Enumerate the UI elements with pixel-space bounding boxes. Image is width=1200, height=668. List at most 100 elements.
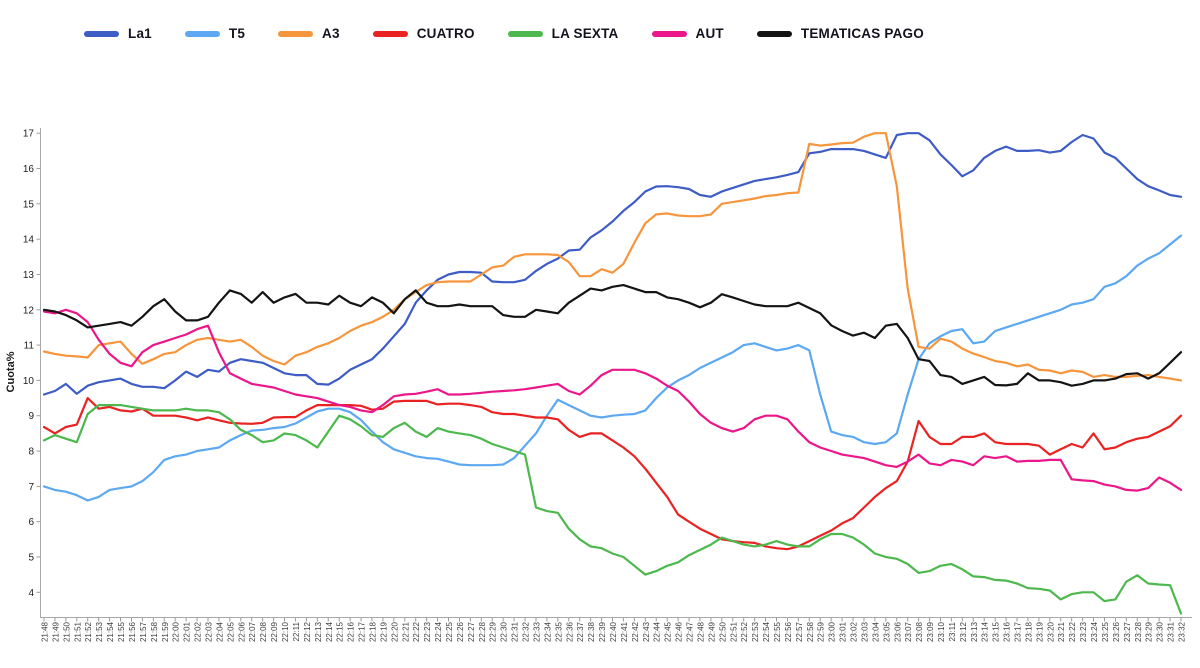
- series-line-tematicas-pago: [42, 284, 1183, 387]
- y-axis-ticks: 4 5 6 7 8 9 10 11 12 13 14 15 16 17: [23, 129, 41, 599]
- x-tick-label: 22:19: [379, 621, 388, 642]
- series-lines: [42, 132, 1183, 615]
- y-tick-label: 12: [23, 305, 35, 316]
- x-tick-label: 21:51: [73, 621, 82, 642]
- y-tick-label: 4: [28, 588, 34, 599]
- x-tick-label: 23:04: [871, 621, 880, 642]
- x-tick-label: 22:12: [303, 621, 312, 642]
- x-tick-label: 22:31: [511, 621, 520, 642]
- x-tick-label: 22:08: [259, 621, 268, 642]
- x-tick-label: 23:06: [893, 621, 902, 642]
- x-tick-label: 23:24: [1090, 621, 1099, 642]
- x-tick-label: 22:16: [347, 621, 356, 642]
- x-tick-label: 22:40: [609, 621, 618, 642]
- legend-label: A3: [322, 26, 340, 41]
- y-tick-label: 10: [23, 376, 35, 387]
- x-tick-label: 22:02: [194, 621, 203, 642]
- x-tick-label: 22:42: [631, 621, 640, 642]
- x-tick-label: 21:48: [41, 621, 50, 642]
- legend-item-la-sexta: LA SEXTA: [507, 26, 619, 41]
- x-tick-label: 22:38: [587, 621, 596, 642]
- x-tick-label: 22:21: [401, 621, 410, 642]
- y-tick-label: 9: [28, 411, 34, 422]
- legend-label: T5: [228, 26, 246, 41]
- legend-item-a3: A3: [278, 26, 340, 41]
- y-tick-label: 17: [23, 129, 35, 140]
- x-tick-label: 22:15: [336, 621, 345, 642]
- legend-item-cuatro: CUATRO: [372, 26, 475, 41]
- x-tick-label: 22:53: [751, 621, 760, 642]
- y-axis-title: Cuota%: [5, 351, 17, 392]
- x-tick-label: 23:16: [1003, 621, 1012, 642]
- legend-item-tematicas-pago: TEMATICAS PAGO: [756, 26, 924, 41]
- x-tick-label: 23:14: [981, 621, 990, 642]
- x-tick-label: 23:12: [959, 621, 968, 642]
- legend-item-aut: AUT: [651, 26, 724, 41]
- series-line-la-sexta: [42, 404, 1183, 615]
- y-tick-label: 8: [28, 447, 34, 458]
- x-tick-label: 22:06: [237, 621, 246, 642]
- x-tick-label: 22:43: [642, 621, 651, 642]
- x-tick-label: 22:00: [172, 621, 181, 642]
- legend-swatch: [651, 30, 687, 37]
- x-tick-label: 22:34: [543, 621, 552, 642]
- x-tick-label: 23:20: [1046, 621, 1055, 642]
- x-tick-label: 21:52: [84, 621, 93, 642]
- x-tick-label: 22:56: [784, 621, 793, 642]
- x-tick-label: 23:13: [970, 621, 979, 642]
- y-tick-label: 15: [23, 199, 35, 210]
- series-line-a3: [42, 132, 1183, 382]
- x-tick-label: 23:05: [882, 621, 891, 642]
- x-tick-label: 22:11: [292, 621, 301, 641]
- x-tick-label: 23:08: [915, 621, 924, 642]
- legend-label: LA SEXTA: [551, 26, 619, 41]
- x-tick-label: 21:49: [51, 621, 60, 642]
- x-tick-label: 22:54: [762, 621, 771, 642]
- series-line-t5: [42, 234, 1183, 502]
- legend-item-la1: La1: [84, 26, 152, 41]
- x-tick-label: 22:30: [500, 621, 509, 642]
- x-tick-label: 22:24: [434, 621, 443, 642]
- x-tick-label: 23:22: [1068, 621, 1077, 642]
- y-tick-label: 7: [28, 482, 34, 493]
- x-tick-label: 22:41: [620, 621, 629, 642]
- x-tick-label: 22:58: [806, 621, 815, 642]
- legend-label: La1: [128, 26, 152, 41]
- legend-label: TEMATICAS PAGO: [800, 26, 924, 41]
- x-tick-label: 23:02: [850, 621, 859, 642]
- y-tick-label: 16: [23, 164, 35, 175]
- x-tick-label: 23:09: [926, 621, 935, 642]
- x-tick-label: 22:23: [423, 621, 432, 642]
- x-tick-label: 22:05: [226, 621, 235, 642]
- x-tick-label: 23:28: [1134, 621, 1143, 642]
- legend-swatch: [184, 30, 220, 37]
- y-tick-label: 13: [23, 270, 35, 281]
- x-tick-label: 23:18: [1024, 621, 1033, 642]
- x-tick-label: 22:13: [314, 621, 323, 642]
- x-tick-label: 22:28: [478, 621, 487, 642]
- y-tick-label: 6: [28, 517, 34, 528]
- x-tick-label: 22:35: [554, 621, 563, 642]
- x-tick-label: 23:30: [1156, 621, 1165, 642]
- x-tick-label: 23:21: [1057, 621, 1066, 642]
- x-tick-label: 23:27: [1123, 621, 1132, 642]
- y-tick-label: 5: [28, 552, 34, 563]
- x-tick-label: 22:01: [183, 621, 192, 642]
- x-tick-label: 23:00: [828, 621, 837, 642]
- x-tick-label: 22:26: [456, 621, 465, 642]
- x-tick-label: 23:11: [948, 621, 957, 641]
- x-tick-label: 21:57: [139, 621, 148, 642]
- x-tick-label: 22:51: [729, 621, 738, 642]
- chart-legend: La1 T5 A3 CUATRO LA SEXTA AUT TEMATICAS PAGO: [84, 26, 924, 41]
- x-tick-label: 22:32: [522, 621, 531, 642]
- x-tick-label: 22:14: [325, 621, 334, 642]
- legend-swatch: [278, 30, 314, 37]
- y-tick-label: 11: [24, 341, 35, 352]
- x-tick-label: 21:56: [128, 621, 137, 642]
- x-tick-label: 22:52: [740, 621, 749, 642]
- x-tick-label: 23:19: [1035, 621, 1044, 642]
- x-tick-label: 22:57: [795, 621, 804, 642]
- x-tick-label: 22:36: [565, 621, 574, 642]
- x-tick-label: 22:49: [707, 621, 716, 642]
